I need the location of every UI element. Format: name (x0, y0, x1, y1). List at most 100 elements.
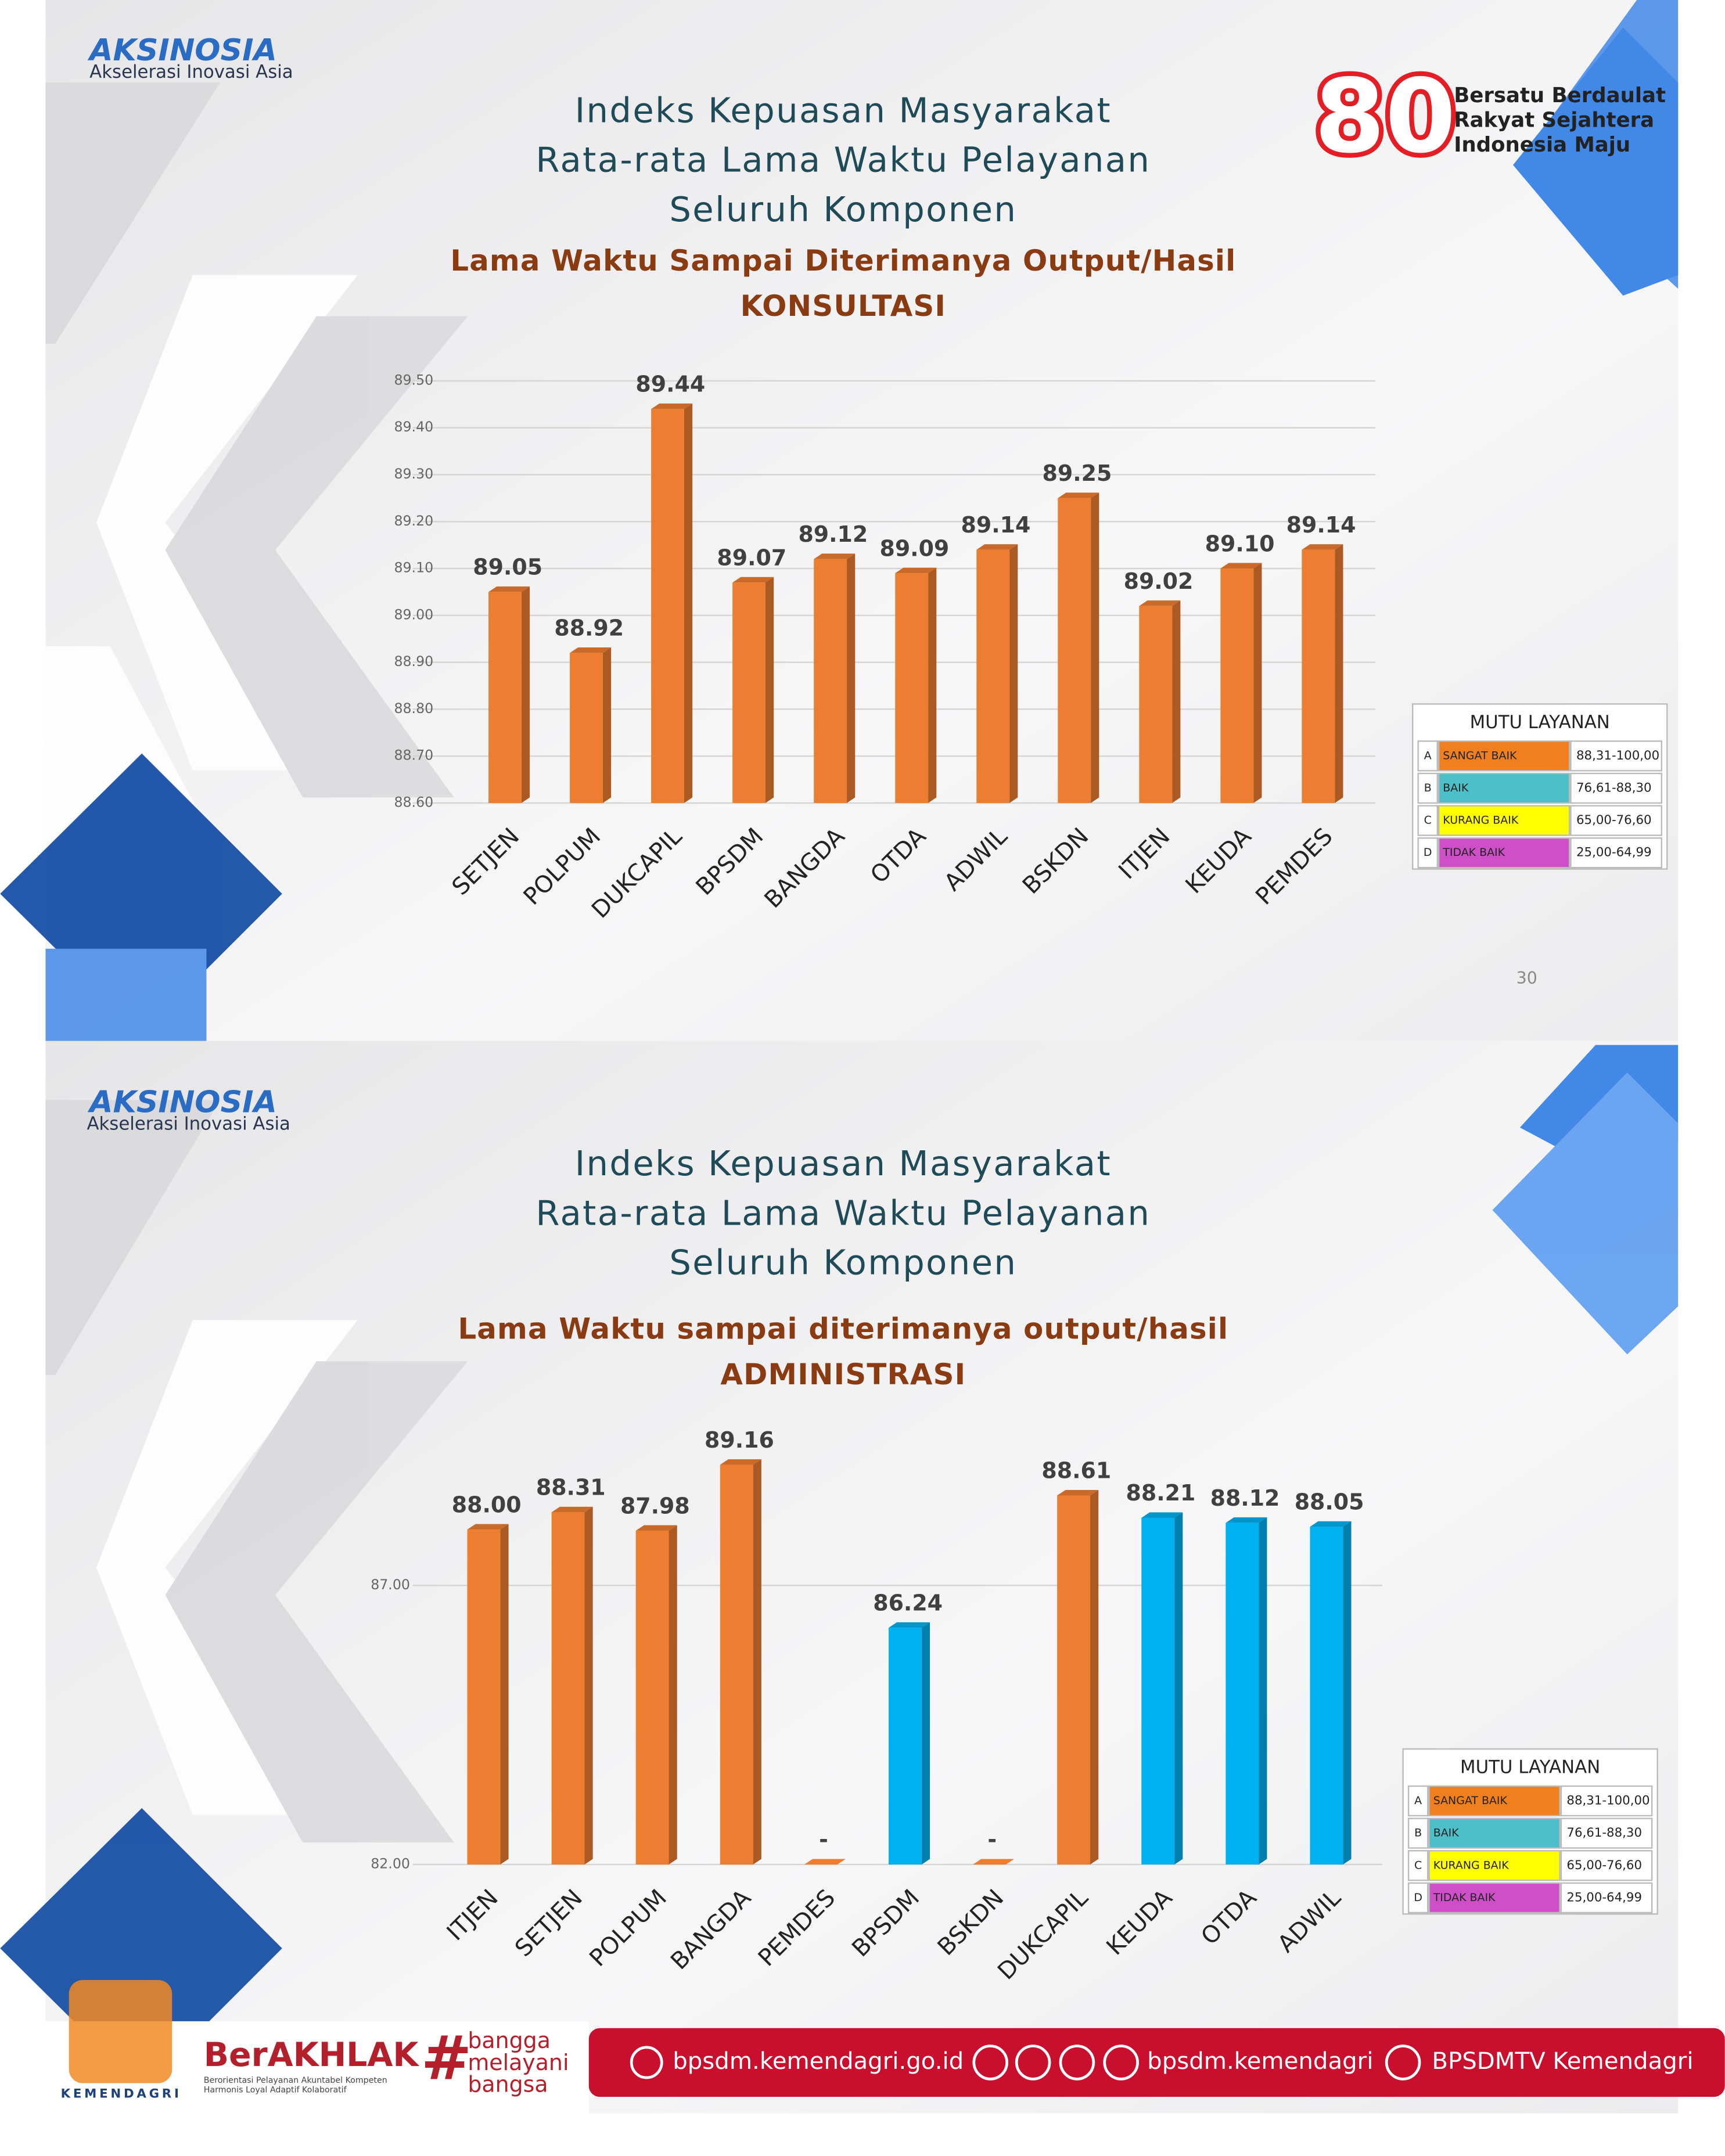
value-label: 89.10 (1205, 531, 1275, 556)
bar-top (635, 1525, 677, 1531)
y-tick-label: 82.00 (371, 1855, 410, 1871)
bar-side (584, 1506, 593, 1865)
bar (1302, 549, 1335, 803)
bar-top (888, 1622, 930, 1628)
bar-side (602, 647, 612, 803)
bar (732, 582, 766, 803)
mutu-color (1428, 1882, 1561, 1914)
bar (570, 653, 603, 803)
bar-top (814, 553, 856, 559)
bar (814, 559, 847, 803)
title: Indeks Kepuasan Masyarakat (575, 1143, 1112, 1183)
page-number: 30 (1516, 969, 1537, 988)
mutu-name: KURANG BAIK (1443, 814, 1519, 827)
bar-side (1009, 544, 1018, 803)
mutu-cell (1570, 772, 1662, 804)
value-label: 88.92 (554, 616, 624, 641)
bar (1139, 606, 1173, 803)
mutu-cell (1560, 1785, 1653, 1817)
empty-bar (804, 1859, 846, 1865)
badge-line: Bersatu Berdaulat (1454, 84, 1666, 107)
bar-top (651, 403, 693, 409)
berakhlak: BerAKHLAK (204, 2036, 420, 2074)
value-label: 88.61 (1041, 1458, 1111, 1484)
mutu-color (1428, 1785, 1561, 1817)
bar-side (1172, 600, 1181, 803)
mutu-cell (1560, 1850, 1653, 1881)
y-tick-label: 88.90 (394, 653, 433, 670)
value-label: 89.16 (705, 1427, 774, 1453)
bar-side (669, 1525, 677, 1865)
youtube-channel[interactable]: BPSDMTV Kemendagri (1432, 2048, 1693, 2075)
mutu-cell (1570, 740, 1662, 772)
badge-line: Indonesia Maju (1454, 133, 1630, 157)
value-label: 89.05 (473, 555, 542, 580)
bar-side (1174, 1512, 1183, 1865)
footer: KEMENDAGRI BerAKHLAK Berorientasi Pelaya… (45, 1979, 1725, 2156)
youtube-icon[interactable] (1385, 2045, 1421, 2081)
bar (488, 592, 522, 803)
mutu-color (1428, 1850, 1561, 1881)
title: Indeks Kepuasan Masyarakat (575, 90, 1112, 130)
mutu-range: 88,31-100,00 (1576, 748, 1659, 763)
bar-side (684, 403, 693, 803)
social-handle[interactable]: bpsdm.kemendagri (1147, 2048, 1373, 2075)
bar-side (753, 1459, 761, 1865)
x-icon[interactable] (972, 2045, 1009, 2081)
mutu-name: KURANG BAIK (1433, 1859, 1510, 1871)
bar-side (521, 586, 530, 803)
instagram-icon[interactable] (1059, 2045, 1095, 2081)
mutu-range: 25,00-64,99 (1566, 1890, 1642, 1905)
badge-number: 80 (1314, 57, 1456, 176)
mutu-cell (1407, 1882, 1429, 1914)
y-tick-label: 89.10 (394, 560, 433, 576)
website[interactable]: bpsdm.kemendagri.go.id (673, 2048, 964, 2075)
bar-top (732, 577, 774, 583)
subtitle: KONSULTASI (741, 289, 946, 323)
bar-top (895, 567, 937, 574)
mutu-name: TIDAK BAIK (1433, 1891, 1496, 1904)
value-label: 88.05 (1295, 1489, 1364, 1515)
decor (0, 0, 1679, 2089)
mutu-code: A (1414, 1794, 1422, 1807)
mutu-name: SANGAT BAIK (1443, 749, 1517, 762)
mutu-range: 76,61-88,30 (1576, 780, 1652, 795)
mutu-color (1438, 837, 1571, 869)
bar-top (1058, 492, 1099, 498)
globe-icon (630, 2046, 663, 2079)
value-label: 86.24 (873, 1590, 943, 1616)
value-label: 87.98 (620, 1493, 690, 1518)
value-label: 88.21 (1126, 1480, 1196, 1506)
mutu-color (1428, 1817, 1561, 1849)
facebook-icon[interactable] (1015, 2045, 1051, 2081)
mutu-range: 76,61-88,30 (1566, 1826, 1642, 1840)
logo: AKSINOSIA (87, 33, 277, 68)
mutu-code: C (1424, 814, 1432, 827)
mutu-title: MUTU LAYANAN (1460, 1757, 1600, 1778)
logo-tagline: Akselerasi Inovasi Asia (87, 1114, 290, 1135)
bar (1141, 1517, 1175, 1865)
bar (651, 409, 684, 803)
mutu-name: BAIK (1443, 782, 1469, 794)
mutu-code: C (1414, 1859, 1422, 1871)
bar-top (488, 586, 530, 592)
mutu-range: 65,00-76,60 (1566, 1858, 1642, 1873)
hashtag: # (421, 2022, 472, 2093)
value-label: 89.09 (879, 535, 949, 561)
bar-side (500, 1524, 509, 1865)
tiktok-icon[interactable] (1103, 2045, 1139, 2081)
bar (976, 549, 1010, 803)
subtitle: Lama Waktu sampai diterimanya output/has… (458, 1312, 1228, 1346)
berakhlak-line: Harmonis Loyal Adaptif Kolaboratif (204, 2085, 347, 2094)
mutu-cell (1417, 740, 1439, 772)
bar (1057, 1495, 1091, 1865)
title: Rata-rata Lama Waktu Pelayanan (536, 1193, 1151, 1233)
mutu-cell (1407, 1817, 1429, 1849)
bar (467, 1529, 501, 1865)
mutu-color (1438, 805, 1571, 836)
slogan: bangsa (468, 2072, 548, 2097)
bar-top (570, 647, 612, 653)
bar-top (720, 1459, 761, 1465)
bar (1310, 1527, 1343, 1865)
